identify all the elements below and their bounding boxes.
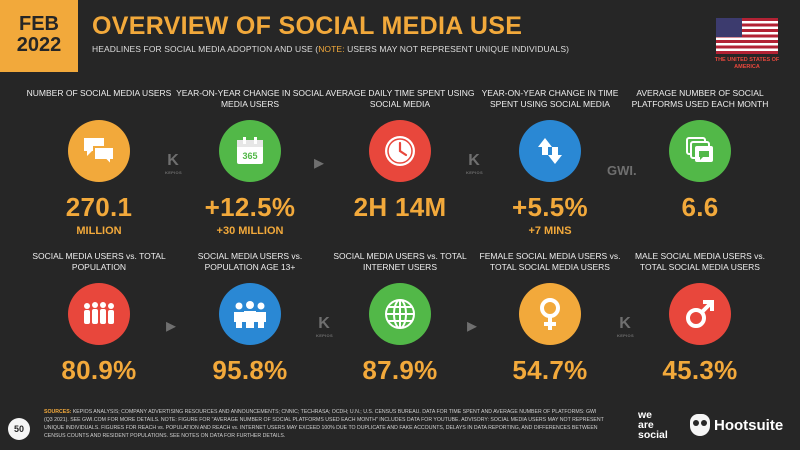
male-symbol-icon bbox=[669, 283, 731, 345]
date-badge: FEB 2022 bbox=[0, 0, 78, 72]
stat-vs-age13: SOCIAL MEDIA USERS vs. POPULATION AGE 13… bbox=[175, 251, 325, 386]
clock-icon bbox=[369, 120, 431, 182]
sources-text: KEPIOS ANALYSIS; COMPANY ADVERTISING RES… bbox=[44, 409, 604, 439]
subtitle-main: HEADLINES FOR SOCIAL MEDIA ADOPTION AND … bbox=[92, 44, 319, 54]
stat-female-users: FEMALE SOCIAL MEDIA USERS vs. TOTAL SOCI… bbox=[475, 251, 625, 386]
svg-text:365: 365 bbox=[242, 151, 257, 161]
kepios-watermark-icon: K KEPIOS bbox=[617, 315, 634, 338]
we-are-social-logo: we are social bbox=[638, 409, 668, 441]
hootsuite-logo: Hootsuite bbox=[690, 414, 783, 436]
datareportal-watermark-icon: ▸ bbox=[467, 315, 478, 337]
datareportal-watermark-icon: ▸ bbox=[314, 152, 325, 174]
stat-sub: +7 MINS bbox=[528, 225, 572, 237]
brand-line: social bbox=[638, 429, 668, 441]
stat-label: AVERAGE DAILY TIME SPENT USING SOCIAL ME… bbox=[325, 88, 475, 109]
usa-flag-icon bbox=[716, 18, 778, 54]
stat-sub: +30 MILLION bbox=[216, 225, 284, 237]
sources-label: SOURCES: bbox=[44, 409, 72, 415]
kepios-watermark-icon: K KEPIOS bbox=[316, 315, 333, 338]
brand-line: are bbox=[638, 419, 654, 431]
stat-label: SOCIAL MEDIA USERS vs. TOTAL INTERNET US… bbox=[333, 251, 467, 272]
kepios-watermark-text: KEPIOS bbox=[617, 333, 634, 338]
owl-icon bbox=[690, 414, 710, 436]
stat-label: NUMBER OF SOCIAL MEDIA USERS bbox=[26, 88, 172, 98]
kepios-watermark-text: KEPIOS bbox=[466, 170, 483, 175]
stat-avg-platforms: AVERAGE NUMBER OF SOCIAL PLATFORMS USED … bbox=[625, 88, 775, 223]
stat-vs-internet: SOCIAL MEDIA USERS vs. TOTAL INTERNET US… bbox=[325, 251, 475, 386]
stat-daily-time: AVERAGE DAILY TIME SPENT USING SOCIAL ME… bbox=[325, 88, 475, 223]
datareportal-watermark-icon: ▸ bbox=[166, 315, 177, 337]
page-number: 50 bbox=[8, 418, 30, 440]
up-down-arrows-icon bbox=[519, 120, 581, 182]
kepios-watermark-text: KEPIOS bbox=[165, 170, 182, 175]
stat-label: YEAR-ON-YEAR CHANGE IN TIME SPENT USING … bbox=[481, 88, 619, 109]
stat-label: SOCIAL MEDIA USERS vs. TOTAL POPULATION bbox=[32, 251, 166, 272]
stat-label: SOCIAL MEDIA USERS vs. POPULATION AGE 13… bbox=[197, 251, 303, 272]
crowd-icon bbox=[68, 283, 130, 345]
stat-male-users: MALE SOCIAL MEDIA USERS vs. TOTAL SOCIAL… bbox=[625, 251, 775, 386]
stat-label: AVERAGE NUMBER OF SOCIAL PLATFORMS USED … bbox=[631, 88, 769, 109]
brand-line: we bbox=[638, 409, 653, 421]
kepios-watermark-icon: K KEPIOS bbox=[165, 152, 182, 175]
subtitle-rest: USERS MAY NOT REPRESENT UNIQUE INDIVIDUA… bbox=[344, 44, 570, 54]
stat-yoy-users: YEAR-ON-YEAR CHANGE IN SOCIAL MEDIA USER… bbox=[175, 88, 325, 237]
kepios-watermark-text: KEPIOS bbox=[316, 333, 333, 338]
date-month: FEB bbox=[19, 13, 59, 35]
stat-value: 95.8% bbox=[212, 355, 288, 385]
gwi-watermark: GWI. bbox=[607, 163, 637, 178]
stat-social-media-users: NUMBER OF SOCIAL MEDIA USERS 270.1 MILLI… bbox=[24, 88, 174, 237]
stat-label: MALE SOCIAL MEDIA USERS vs. TOTAL SOCIAL… bbox=[634, 251, 766, 272]
stat-value: 270.1 bbox=[65, 192, 133, 222]
stat-value: 6.6 bbox=[681, 192, 719, 222]
stat-vs-population: SOCIAL MEDIA USERS vs. TOTAL POPULATION … bbox=[24, 251, 174, 386]
stat-sub: MILLION bbox=[76, 225, 122, 237]
page-subtitle: HEADLINES FOR SOCIAL MEDIA ADOPTION AND … bbox=[92, 44, 569, 54]
date-year: 2022 bbox=[16, 34, 62, 56]
stat-value: 80.9% bbox=[61, 355, 137, 385]
globe-icon bbox=[369, 283, 431, 345]
chat-bubbles-icon bbox=[68, 120, 130, 182]
calendar-365-icon: 365 bbox=[219, 120, 281, 182]
hootsuite-wordmark: Hootsuite bbox=[714, 416, 784, 434]
stacked-windows-icon bbox=[669, 120, 731, 182]
country-label: THE UNITED STATES OF AMERICA bbox=[714, 57, 780, 70]
stat-value: +12.5% bbox=[204, 192, 296, 222]
kepios-watermark-icon: K KEPIOS bbox=[466, 152, 483, 175]
group-icon bbox=[219, 283, 281, 345]
stat-label: FEMALE SOCIAL MEDIA USERS vs. TOTAL SOCI… bbox=[479, 251, 621, 272]
stat-value: 2H 14M bbox=[353, 192, 447, 222]
stat-label: YEAR-ON-YEAR CHANGE IN SOCIAL MEDIA USER… bbox=[176, 88, 324, 109]
female-symbol-icon bbox=[519, 283, 581, 345]
stat-value: 54.7% bbox=[512, 355, 588, 385]
subtitle-note: NOTE: bbox=[318, 44, 345, 54]
stat-yoy-time: YEAR-ON-YEAR CHANGE IN TIME SPENT USING … bbox=[475, 88, 625, 237]
stat-value: +5.5% bbox=[512, 192, 588, 222]
page-title: OVERVIEW OF SOCIAL MEDIA USE bbox=[92, 12, 523, 40]
stat-value: 45.3% bbox=[662, 355, 738, 385]
sources-footnote: SOURCES: KEPIOS ANALYSIS; COMPANY ADVERT… bbox=[44, 408, 604, 440]
stat-value: 87.9% bbox=[362, 355, 438, 385]
